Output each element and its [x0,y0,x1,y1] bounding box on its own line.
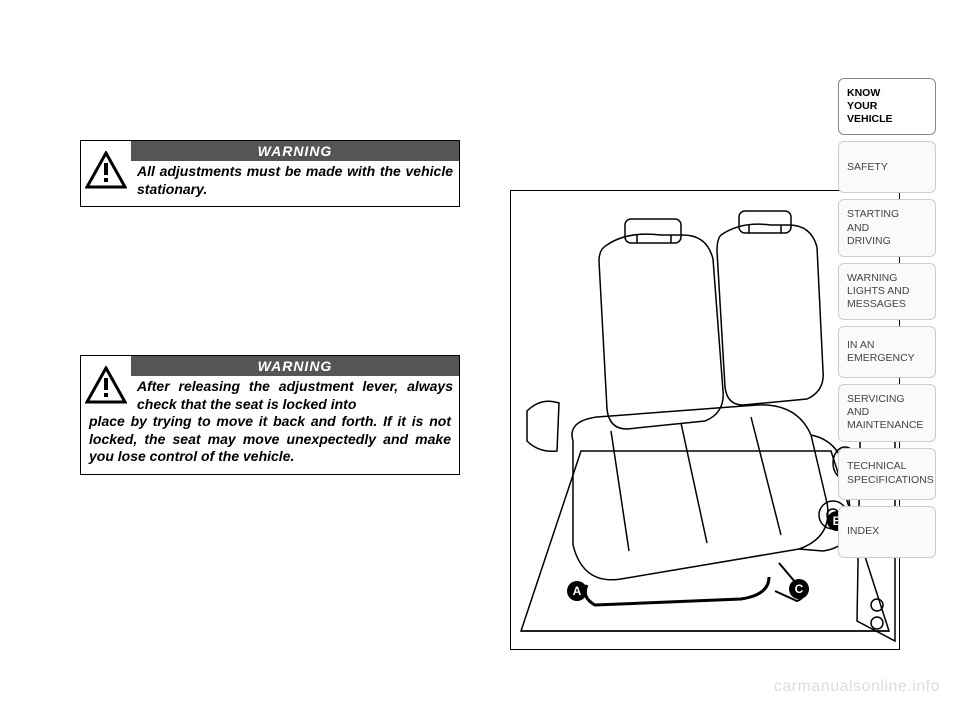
tab-label: TECHNICAL SPECIFICATIONS [847,460,934,486]
tab-safety[interactable]: SAFETY [838,141,936,193]
watermark-text: carmanualsonline.info [774,678,940,696]
warning-icon-cell [81,356,131,413]
tab-label: IN AN EMERGENCY [847,339,915,365]
warning-first-text: All adjustments must be made with the ve… [131,161,459,198]
tab-label: SAFETY [847,161,888,174]
content-left-column: WARNING All adjustments must be made wit… [80,140,460,503]
warning-title: WARNING [131,141,459,161]
tab-warning-lights-messages[interactable]: WARNING LIGHTS AND MESSAGES [838,263,936,320]
tab-starting-and-driving[interactable]: STARTING AND DRIVING [838,199,936,256]
warning-triangle-icon [85,366,127,404]
warning-box-1: WARNING All adjustments must be made wit… [80,140,460,207]
warning-row: WARNING All adjustments must be made wit… [81,141,459,198]
warning-rest: place by trying to move it back and fort… [81,413,459,474]
warning-row: WARNING After releasing the adjustment l… [81,356,459,413]
page: WARNING All adjustments must be made wit… [0,0,960,706]
tab-index[interactable]: INDEX [838,506,936,558]
figure-label-C: C [789,579,809,599]
warning-title: WARNING [131,356,459,376]
sidebar-tabs: KNOW YOUR VEHICLE SAFETY STARTING AND DR… [838,78,936,558]
warning-right: WARNING After releasing the adjustment l… [131,356,459,413]
warning-icon-cell [81,141,131,198]
warning-right: WARNING All adjustments must be made wit… [131,141,459,198]
tab-in-an-emergency[interactable]: IN AN EMERGENCY [838,326,936,378]
warning-box-2: WARNING After releasing the adjustment l… [80,355,460,475]
label-A-text: A [573,584,582,598]
tab-label: WARNING LIGHTS AND MESSAGES [847,272,909,311]
tab-know-your-vehicle[interactable]: KNOW YOUR VEHICLE [838,78,936,135]
warning-first-text: After releasing the adjustment lever, al… [131,376,459,413]
warning-rest [81,198,459,206]
tab-servicing-maintenance[interactable]: SERVICING AND MAINTENANCE [838,384,936,441]
tab-label: KNOW YOUR VEHICLE [847,87,893,126]
tab-technical-specifications[interactable]: TECHNICAL SPECIFICATIONS [838,448,936,500]
figure-label-A: A [567,581,587,601]
spacer [80,235,460,355]
label-C-text: C [795,582,804,596]
tab-label: INDEX [847,525,879,538]
tab-label: SERVICING AND MAINTENANCE [847,393,923,432]
warning-triangle-icon [85,151,127,189]
tab-label: STARTING AND DRIVING [847,208,899,247]
